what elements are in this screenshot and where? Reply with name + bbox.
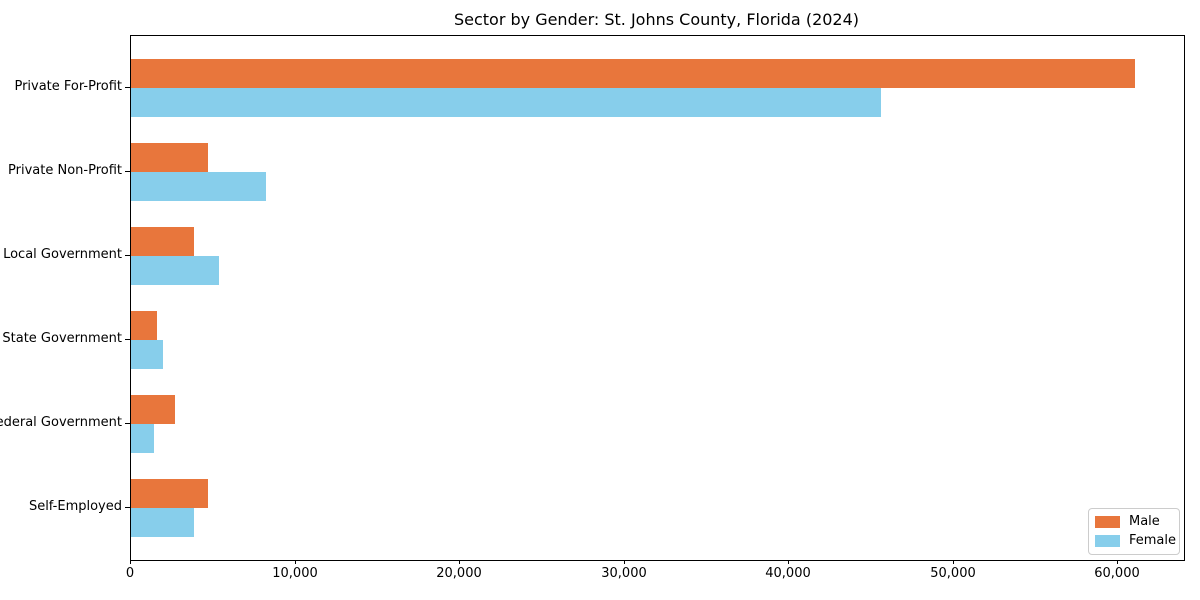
bar-male-self-employed	[131, 479, 208, 508]
x-axis-label-20-000: 20,000	[436, 566, 482, 581]
bar-female-self-employed	[131, 508, 194, 537]
x-axis-tick	[624, 560, 625, 564]
y-axis-tick	[125, 171, 130, 172]
x-axis-tick	[459, 560, 460, 564]
x-axis-label-60-000: 60,000	[1094, 566, 1140, 581]
bar-male-federal-government	[131, 395, 175, 424]
x-axis-label-50-000: 50,000	[930, 566, 976, 581]
legend-label-female: Female	[1129, 533, 1177, 548]
bar-male-local-government	[131, 227, 194, 256]
legend: Male Female	[1088, 508, 1180, 555]
bar-male-private-for-profit	[131, 59, 1135, 88]
x-axis-tick	[295, 560, 296, 564]
x-axis-tick	[788, 560, 789, 564]
x-axis-tick	[130, 560, 131, 564]
y-axis-tick	[125, 87, 130, 88]
legend-item-male: Male	[1095, 515, 1173, 529]
y-axis-label-self-employed: Self-Employed	[28, 499, 122, 514]
x-axis-label-40-000: 40,000	[765, 566, 811, 581]
y-axis-label-private-non-profit: Private Non-Profit	[8, 163, 122, 178]
bar-female-private-non-profit	[131, 172, 266, 201]
legend-item-female: Female	[1095, 533, 1177, 548]
chart-title: Sector by Gender: St. Johns County, Flor…	[453, 10, 860, 29]
y-axis-tick	[125, 339, 130, 340]
x-axis-label-30-000: 30,000	[601, 566, 647, 581]
y-axis-tick	[125, 507, 130, 508]
y-axis-label-private-for-profit: Private For-Profit	[14, 79, 122, 94]
y-axis-label-local-government: Local Government	[3, 247, 122, 262]
bar-male-private-non-profit	[131, 143, 208, 172]
legend-label-male: Male	[1129, 514, 1160, 529]
plot-area: Male Female	[130, 35, 1185, 561]
x-axis-label-10-000: 10,000	[272, 566, 318, 581]
y-axis-label-state-government: State Government	[2, 331, 122, 346]
bar-female-private-for-profit	[131, 88, 881, 117]
bar-female-local-government	[131, 256, 219, 285]
x-axis-tick	[1117, 560, 1118, 564]
y-axis-tick	[125, 423, 130, 424]
x-axis-tick	[953, 560, 954, 564]
x-axis-label-0: 0	[125, 566, 135, 581]
bar-female-state-government	[131, 340, 163, 369]
y-axis-label-federal-government: Federal Government	[0, 415, 122, 430]
female-series-swatch	[1095, 535, 1120, 547]
y-axis-tick	[125, 255, 130, 256]
male-series-swatch	[1095, 516, 1120, 528]
bar-male-state-government	[131, 311, 157, 340]
bar-female-federal-government	[131, 424, 154, 453]
